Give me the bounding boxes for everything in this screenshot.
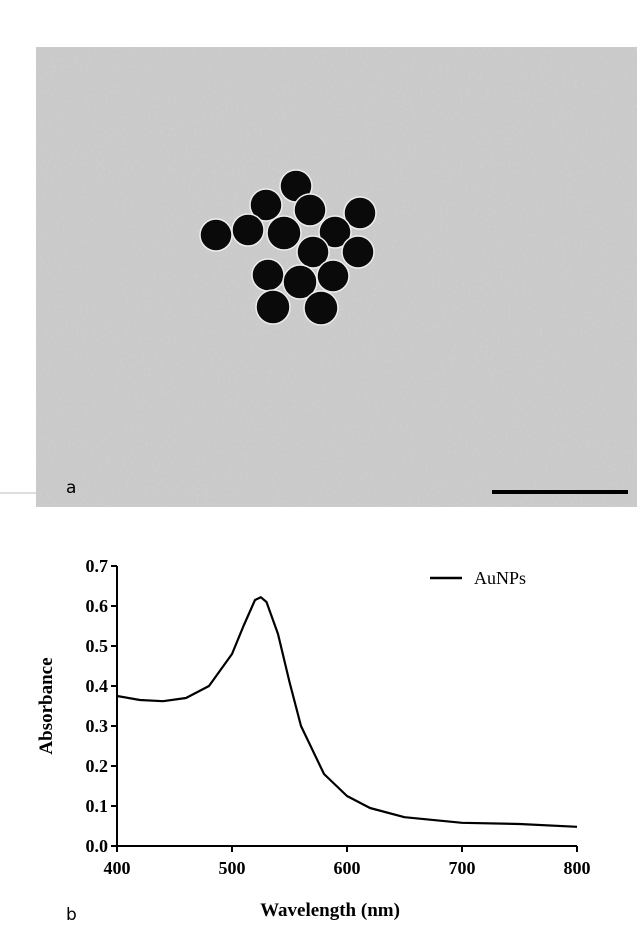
x-axis-title: Wavelength (nm) [260,900,400,921]
y-tick-label: 0.0 [86,836,109,856]
x-tick-label: 500 [219,858,246,878]
nanoparticles [199,169,377,326]
y-tick-label: 0.1 [86,796,109,816]
x-tick-label: 700 [449,858,476,878]
y-tick-label: 0.5 [86,636,109,656]
y-tick-label: 0.7 [86,556,109,576]
y-axis-title: Absorbance [36,657,57,754]
line [116,596,578,828]
legend-label: AuNPs [474,568,526,588]
x-tick-label: 400 [104,858,131,878]
panel-label: b [66,905,77,925]
y-tick-label: 0.2 [86,756,109,776]
tem-image: a [36,47,637,507]
y-tick-label: 0.4 [86,676,109,696]
x-tick-label: 800 [564,858,591,878]
x-tick-label: 600 [334,858,361,878]
y-tick-label: 0.3 [86,716,109,736]
panel-label: a [66,478,76,498]
y-tick-label: 0.6 [86,596,109,616]
